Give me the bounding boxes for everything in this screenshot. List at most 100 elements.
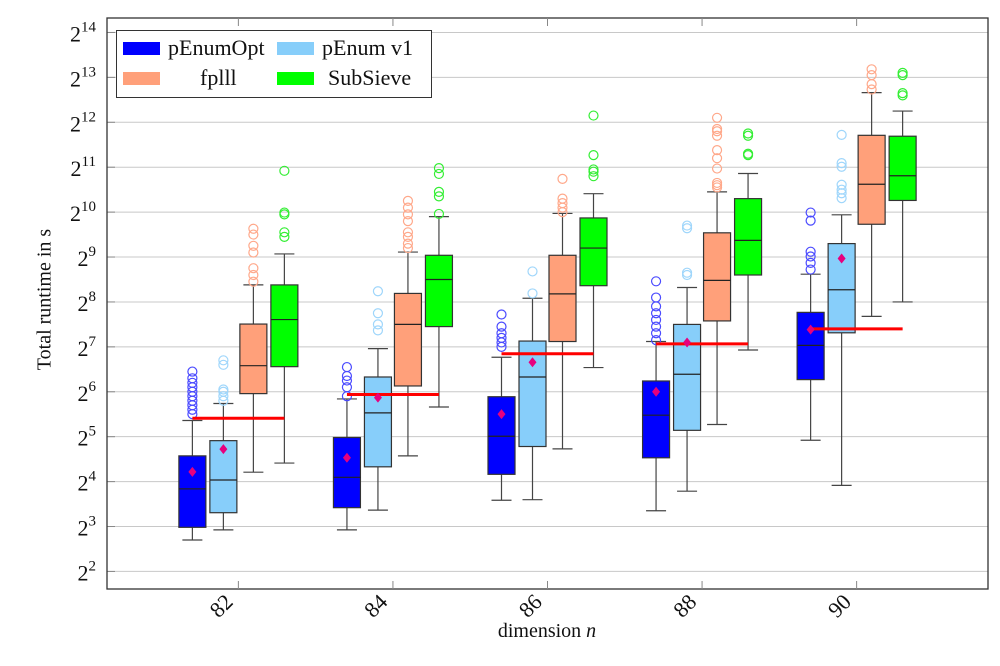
- mean-marker: [342, 452, 351, 463]
- box-SubSieve: [888, 135, 917, 202]
- outlier-point: [742, 148, 754, 159]
- legend: pEnumOpt pEnum v1 fplll SubSieve: [116, 30, 432, 98]
- box-pEnum-v1: [518, 340, 547, 448]
- outlier-point: [248, 223, 259, 234]
- outlier-point: [836, 184, 847, 195]
- outlier-point: [805, 257, 816, 268]
- outlier-point: [711, 153, 723, 164]
- outlier-point: [742, 130, 754, 141]
- outlier-point: [341, 361, 353, 373]
- outlier-point: [650, 314, 662, 326]
- x-tick-label: 86: [514, 589, 547, 622]
- outlier-point: [433, 186, 445, 197]
- mean-marker: [837, 253, 846, 264]
- outlier-point: [433, 191, 445, 202]
- outlier-point: [248, 247, 259, 258]
- outlier-point: [433, 162, 445, 174]
- outlier-point: [279, 165, 290, 176]
- outlier-point: [588, 171, 599, 182]
- outlier-point: [897, 87, 908, 99]
- outlier-point: [897, 90, 908, 101]
- mean-marker: [652, 386, 661, 397]
- outlier-point: [402, 202, 414, 213]
- x-axis-variable: n: [586, 620, 597, 642]
- outlier-point: [402, 227, 414, 238]
- outlier-point: [681, 223, 693, 234]
- outlier-point: [187, 366, 198, 377]
- y-tick-label: 211: [71, 154, 96, 181]
- legend-label: pEnum v1: [322, 35, 414, 60]
- mean-marker: [683, 337, 692, 348]
- box-pEnum-v1: [672, 323, 702, 431]
- outlier-point: [866, 79, 877, 90]
- outlier-point: [897, 67, 908, 78]
- outlier-point: [588, 149, 599, 161]
- y-tick-label: 213: [70, 64, 96, 91]
- outlier-point: [866, 64, 877, 75]
- y-axis-label: Total runtime in s: [33, 228, 56, 371]
- outlier-point: [248, 229, 259, 240]
- outlier-point: [496, 321, 507, 332]
- outlier-point: [836, 179, 847, 190]
- outlier-point: [588, 110, 599, 121]
- legend-label: pEnumOpt: [168, 35, 265, 60]
- mean-marker: [497, 409, 506, 420]
- outlier-point: [711, 163, 723, 174]
- mean-marker: [806, 324, 815, 335]
- outlier-point: [557, 173, 568, 184]
- outlier-point: [402, 209, 414, 220]
- outlier-point: [279, 207, 290, 218]
- outlier-point: [279, 231, 290, 242]
- outlier-point: [248, 240, 259, 251]
- box-fplll: [857, 134, 886, 225]
- outlier-point: [218, 355, 229, 366]
- outlier-point: [836, 158, 847, 169]
- legend-swatch: [123, 41, 160, 55]
- box-fplll: [239, 323, 268, 395]
- outlier-point: [805, 264, 816, 275]
- box-fplll: [548, 254, 577, 343]
- outlier-point: [711, 123, 723, 135]
- outlier-point: [681, 220, 693, 231]
- outlier-point: [279, 227, 290, 238]
- y-tick-label: 29: [78, 244, 97, 271]
- outlier-point: [341, 375, 353, 386]
- box-fplll: [393, 292, 423, 387]
- box-SubSieve: [579, 217, 608, 287]
- outlier-point: [711, 112, 723, 123]
- outlier-point: [557, 198, 568, 209]
- outlier-point: [372, 319, 384, 330]
- box-pEnum-v1: [363, 376, 393, 468]
- outlier-point: [248, 263, 259, 274]
- box-pEnumOpt: [332, 436, 362, 509]
- outlier-point: [557, 193, 568, 204]
- outlier-point: [588, 164, 599, 175]
- legend-item-fplll: fplll: [123, 65, 237, 90]
- outlier-point: [527, 288, 538, 299]
- outlier-point: [711, 145, 723, 156]
- outlier-point: [742, 128, 754, 139]
- outlier-point: [681, 269, 693, 281]
- box-SubSieve: [424, 254, 454, 328]
- outlier-point: [496, 309, 507, 320]
- box-pEnumOpt: [487, 396, 516, 475]
- outlier-point: [496, 328, 507, 339]
- outlier-point: [218, 359, 229, 370]
- x-axis-label: dimension n: [447, 620, 647, 643]
- outlier-point: [711, 130, 723, 141]
- outlier-point: [402, 216, 414, 227]
- outlier-point: [805, 215, 816, 226]
- outlier-point: [433, 168, 445, 180]
- box-pEnumOpt: [796, 311, 825, 381]
- outlier-point: [341, 382, 353, 393]
- legend-item-pEnumOpt: pEnumOpt: [123, 35, 265, 60]
- outlier-point: [372, 308, 384, 319]
- outlier-point: [897, 70, 908, 81]
- outlier-point: [187, 373, 198, 384]
- outlier-point: [402, 195, 414, 206]
- outlier-point: [248, 269, 259, 281]
- box-SubSieve: [270, 284, 299, 368]
- x-tick-label: 88: [668, 589, 701, 622]
- box-pEnumOpt: [178, 455, 207, 528]
- mean-marker: [528, 357, 537, 368]
